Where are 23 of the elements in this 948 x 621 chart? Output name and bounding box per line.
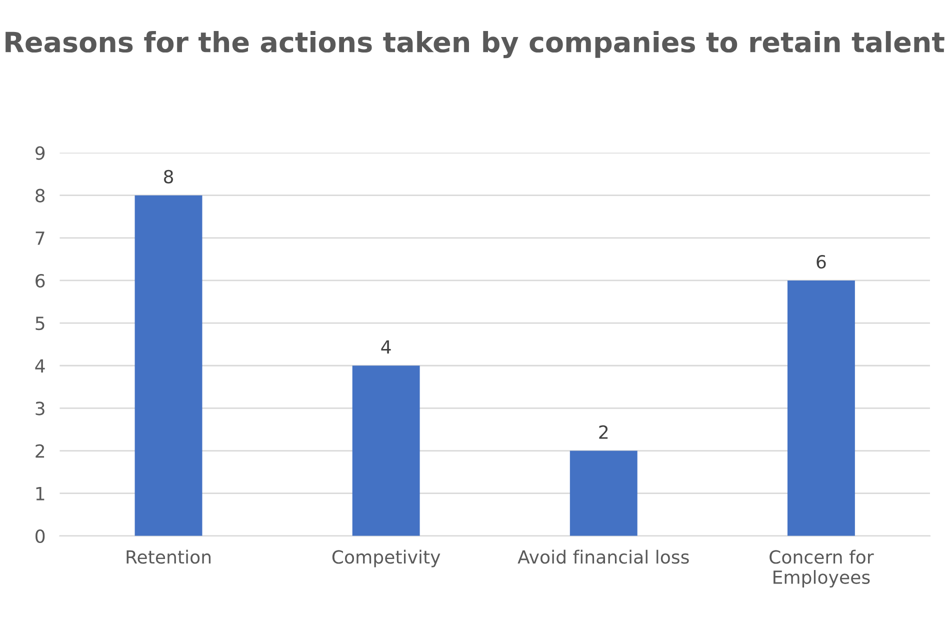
y-tick-label: 9: [35, 146, 45, 160]
bar: [134, 195, 202, 536]
bar: [787, 280, 855, 536]
y-tick-label: 1: [36, 487, 44, 500]
x-tick-label: Competivity: [332, 550, 440, 568]
x-tick-label: Avoid financial loss: [518, 550, 689, 564]
data-label: 4: [381, 340, 391, 354]
chart-title: Reasons for the actions taken by companies to retain talent: [6, 31, 944, 58]
y-tick-label: 4: [35, 359, 45, 372]
y-tick-label: 3: [36, 402, 44, 416]
y-tick-label: 5: [36, 316, 44, 330]
x-tick-label: Retention: [126, 550, 211, 564]
y-tick-label: 6: [36, 274, 45, 288]
y-tick-label: 8: [36, 188, 45, 202]
bar: [570, 450, 638, 536]
data-label: 8: [164, 170, 174, 184]
x-tick-label: Concern for Employees: [770, 550, 874, 588]
y-tick-label: 7: [36, 232, 44, 245]
data-label: 6: [816, 254, 826, 269]
y-tick-label: 2: [36, 444, 44, 458]
bar: [352, 366, 420, 536]
data-label: 2: [599, 425, 608, 439]
y-tick-label: 0: [36, 529, 45, 544]
